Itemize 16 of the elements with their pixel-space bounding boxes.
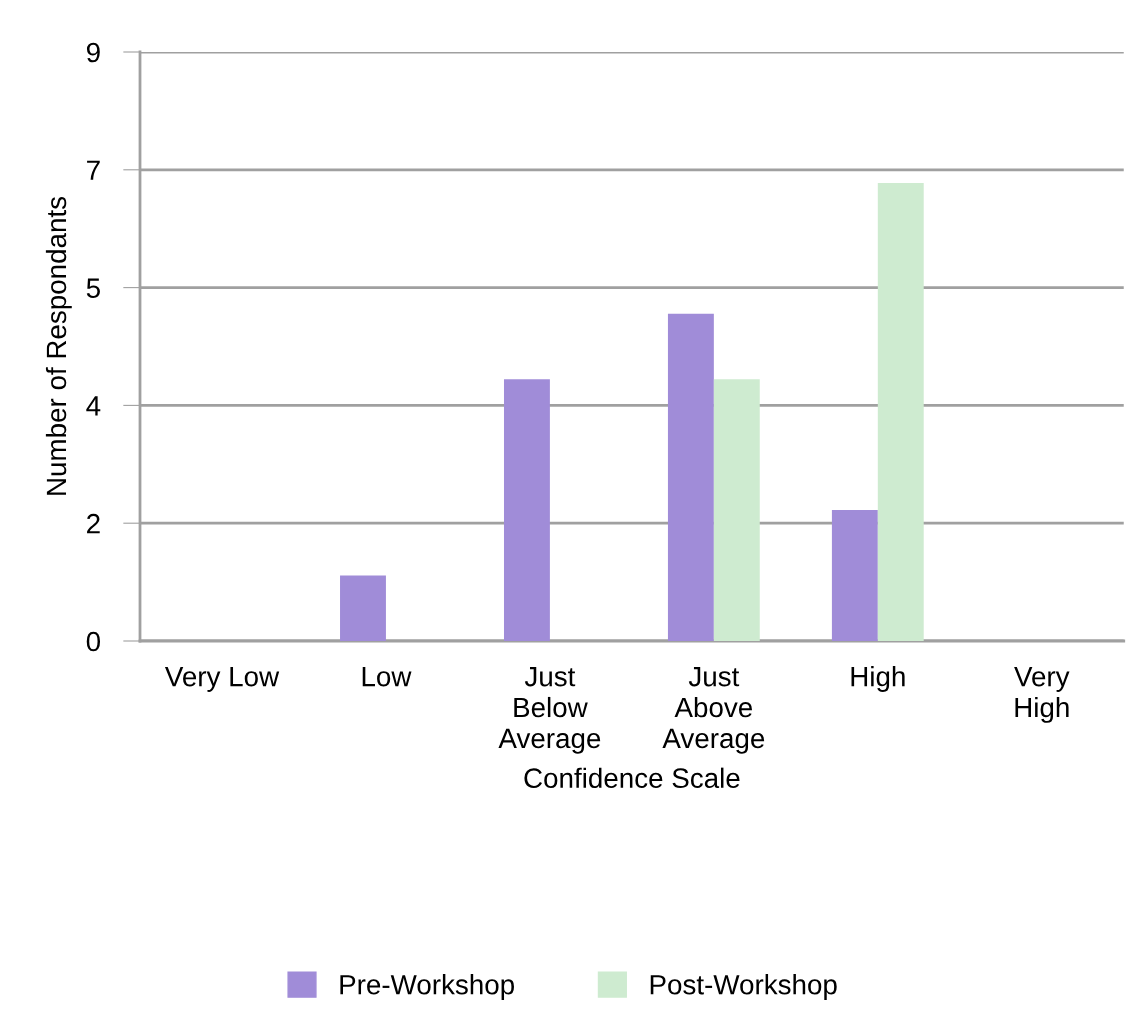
x-tick-label: High [851, 666, 905, 692]
x-axis-title: Confidence Scale [524, 767, 740, 789]
y-tick-label: 5 [86, 278, 100, 298]
x-tick-label: Just Below Average [498, 667, 601, 754]
x-tick-label: Just Above Average [662, 667, 765, 754]
x-tick-label: Low [362, 667, 412, 687]
y-tick-label: 2 [87, 513, 100, 534]
legend-label: Pre-Workshop [340, 974, 514, 1000]
y-tick-label: 9 [86, 42, 100, 63]
y-axis-title: Number of Respondants [45, 196, 72, 495]
y-tick-label: 4 [86, 396, 101, 416]
x-tick-label: Very Low [164, 667, 280, 692]
y-tick-label: 7 [87, 160, 100, 180]
legend-label: Post-Workshop [650, 974, 837, 1000]
x-tick-label: Very High [1014, 667, 1070, 723]
y-tick-label: 0 [86, 631, 101, 652]
